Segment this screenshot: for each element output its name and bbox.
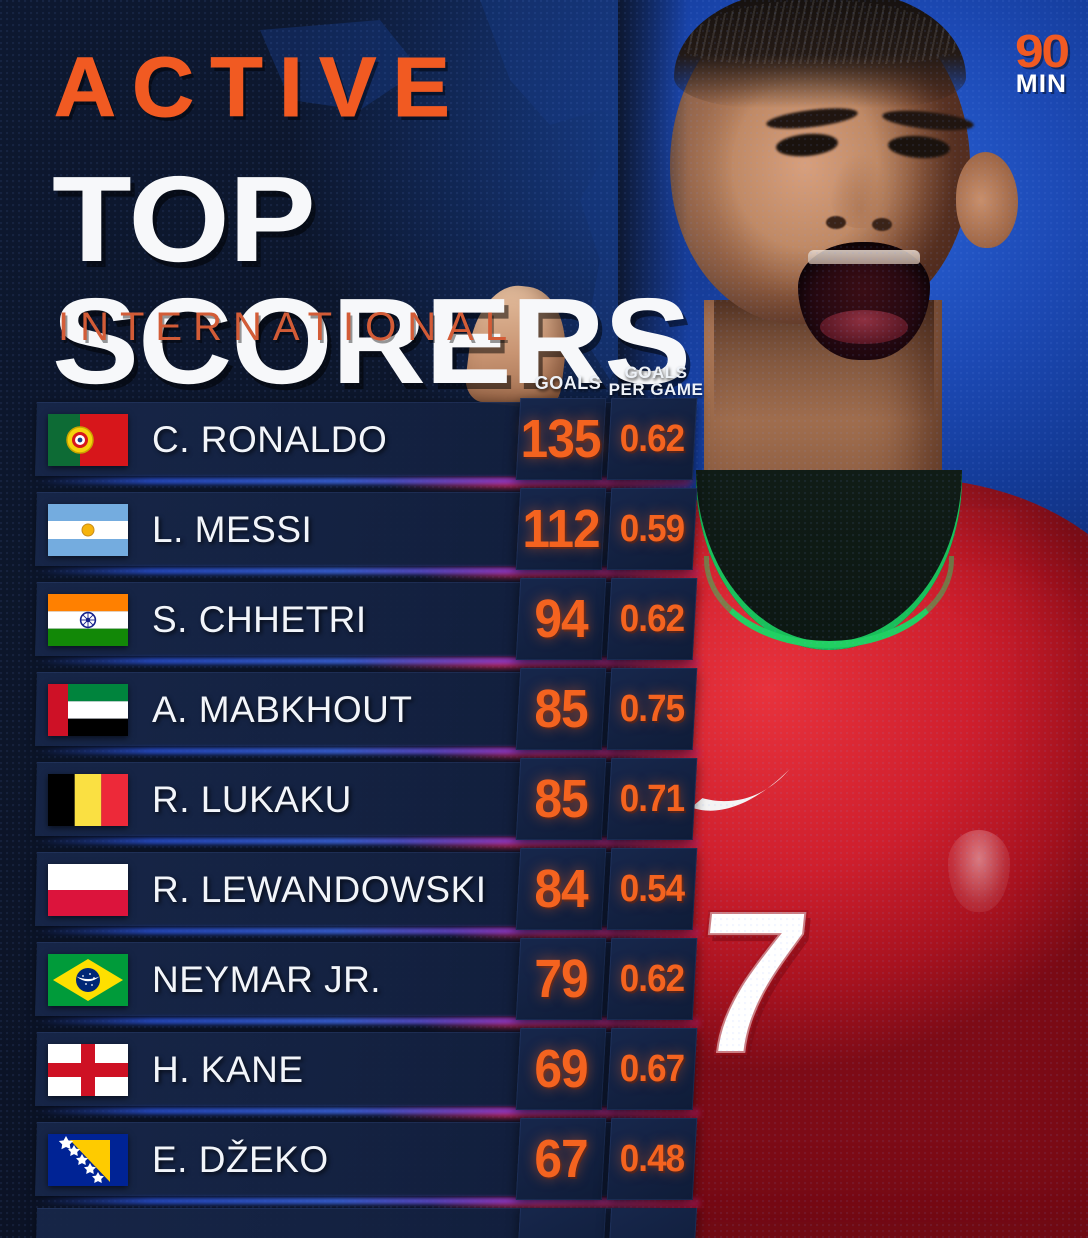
logo-90-text: 90	[1015, 25, 1070, 77]
goals-value: 69	[534, 1039, 588, 1099]
player-name: NEYMAR JR.	[152, 959, 382, 1000]
goals-value: 84	[534, 859, 588, 919]
table-row[interactable]: R. LEWANDOWSKI 84 0.54	[0, 848, 720, 938]
goals-cell: 135	[515, 398, 607, 480]
goals-per-game-cell: 0.48	[606, 1118, 698, 1200]
eyebrow-right	[881, 107, 975, 134]
portugal-flag	[48, 414, 128, 466]
nose	[830, 154, 892, 228]
india-flag	[48, 594, 128, 646]
title-eyebrow: ACTIVE	[53, 40, 467, 134]
goals-value: 112	[522, 499, 600, 559]
goals-cell: 112	[515, 488, 607, 570]
table-row[interactable]: E. DŽEKO 67 0.48	[0, 1118, 720, 1208]
england-flag	[48, 1044, 128, 1096]
goals-per-game-cell: 0.62	[606, 578, 698, 660]
uae-flag	[48, 684, 128, 736]
goals-value: 135	[520, 409, 602, 469]
table-row[interactable]: C. RONALDO 135 0.62	[0, 398, 720, 488]
column-header-goals-per-game: GOALS PER GAME	[608, 363, 704, 399]
open-mouth	[798, 242, 930, 360]
table-row[interactable]: R. LUKAKU 85 0.71	[0, 758, 720, 848]
logo-min-text: MIN	[1015, 70, 1068, 99]
page-title: TOP SCORERS	[52, 151, 691, 409]
table-row[interactable]: S. CHHETRI 94 0.62	[0, 578, 720, 668]
player-name: E. DŽEKO	[152, 1139, 329, 1180]
poland-flag	[48, 864, 128, 916]
goals-per-game-cell: 0.62	[606, 938, 698, 1020]
table-row[interactable]: NEYMAR JR. 79 0.62	[0, 938, 720, 1028]
goals-per-game-value: 0.59	[619, 507, 685, 550]
belgium-flag	[48, 774, 128, 826]
goals-per-game-value: 0.71	[619, 777, 685, 820]
90min-logo[interactable]: 90 MIN	[1015, 25, 1070, 99]
table-row[interactable]: A. MABKHOUT 85 0.75	[0, 668, 720, 758]
goals-value: 67	[534, 1129, 588, 1189]
ear	[956, 152, 1018, 248]
goals-per-game-value: 0.75	[619, 687, 685, 730]
goals-cell: 94	[515, 578, 607, 660]
player-name: R. LUKAKU	[152, 779, 352, 820]
column-header-goals: GOALS	[534, 373, 602, 393]
goals-cell: 69	[515, 1028, 607, 1110]
goals-per-game-cell: 0.62	[606, 398, 698, 480]
goals-per-game-value: 0.62	[619, 417, 685, 460]
goals-cell: 67	[515, 1118, 607, 1200]
eyebrow-left	[765, 104, 859, 133]
player-name: L. MESSI	[152, 509, 313, 550]
title-subtitle: INTERNATIONAL	[58, 305, 519, 349]
goals-per-game-cell: 0.71	[606, 758, 698, 840]
top-scorers-table: C. RONALDO 135 0.62 L. MESSI 112 0.59	[0, 398, 720, 1208]
goals-cell	[515, 1208, 607, 1238]
hair	[674, 0, 966, 108]
player-name: H. KANE	[152, 1049, 304, 1090]
goals-per-game-value: 0.48	[619, 1137, 685, 1180]
table-row-cutoff[interactable]	[0, 1208, 720, 1238]
goals-cell: 85	[515, 668, 607, 750]
goals-value: 85	[534, 769, 588, 829]
goals-per-game-value: 0.62	[619, 957, 685, 1000]
player-name: C. RONALDO	[152, 419, 388, 460]
table-row[interactable]: L. MESSI 112 0.59	[0, 488, 720, 578]
player-name: A. MABKHOUT	[152, 689, 413, 730]
goals-per-game-cell	[606, 1208, 698, 1238]
player-name: R. LEWANDOWSKI	[152, 869, 487, 910]
goals-per-game-cell: 0.75	[606, 668, 698, 750]
eye-left	[775, 131, 839, 159]
brazil-flag	[48, 954, 128, 1006]
goals-cell: 84	[515, 848, 607, 930]
goals-per-game-cell: 0.59	[606, 488, 698, 570]
goals-per-game-cell: 0.67	[606, 1028, 698, 1110]
nostril-right	[872, 218, 892, 231]
goals-value: 79	[534, 949, 588, 1009]
goals-cell: 79	[515, 938, 607, 1020]
table-row[interactable]: H. KANE 69 0.67	[0, 1028, 720, 1118]
nostril-left	[826, 216, 846, 229]
goals-per-game-value: 0.62	[619, 597, 685, 640]
portugal-crest-icon	[948, 830, 1010, 912]
goals-per-game-value: 0.67	[619, 1047, 685, 1090]
goals-per-game-value: 0.54	[619, 867, 685, 910]
bosnia-flag	[48, 1134, 128, 1186]
argentina-flag	[48, 504, 128, 556]
goals-value: 85	[534, 679, 588, 739]
goals-per-game-cell: 0.54	[606, 848, 698, 930]
goals-cell: 85	[515, 758, 607, 840]
goals-value: 94	[534, 589, 588, 649]
player-name: S. CHHETRI	[152, 599, 367, 640]
eye-right	[887, 133, 951, 161]
